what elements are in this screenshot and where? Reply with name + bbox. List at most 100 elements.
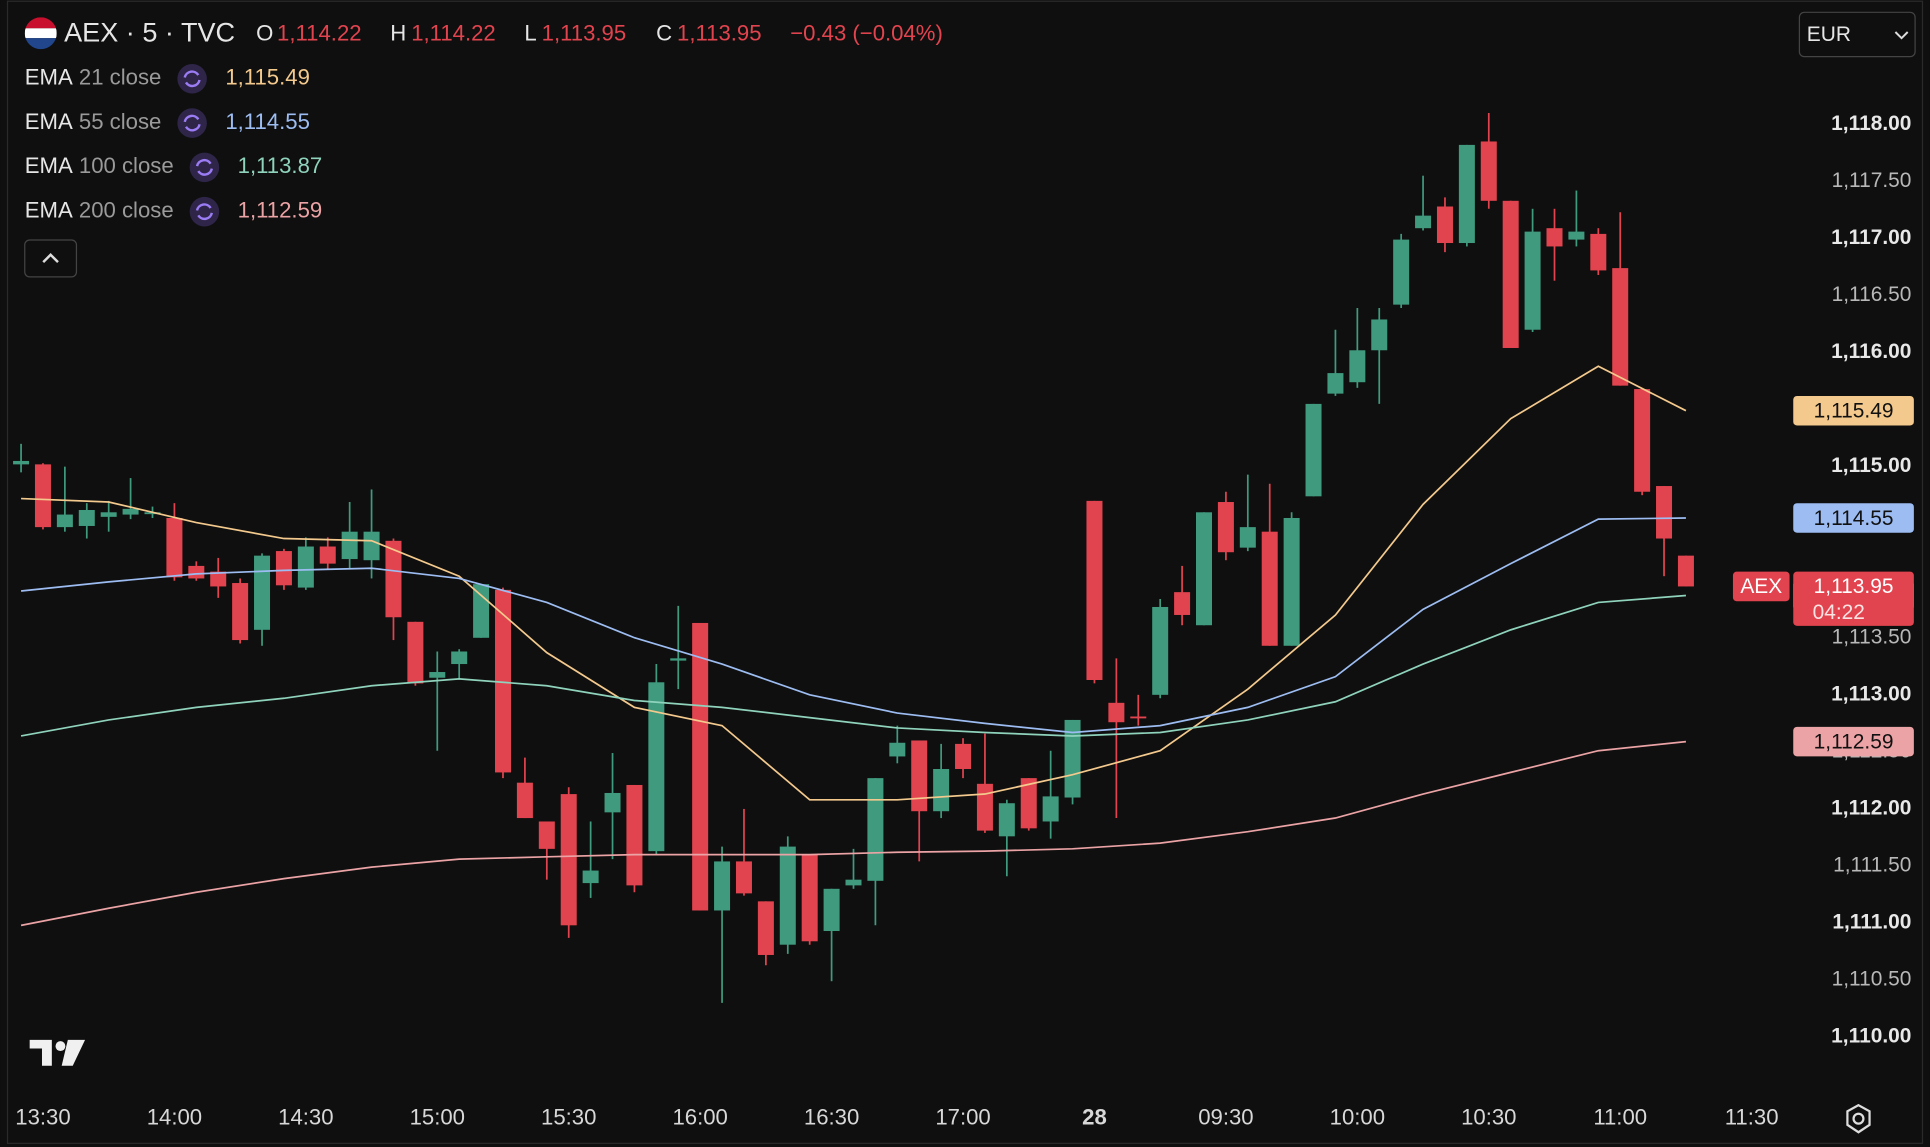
- price-box-label: 1,112.59: [1814, 730, 1894, 753]
- x-tick-label: 14:30: [278, 1105, 333, 1130]
- candle-body: [845, 879, 862, 886]
- y-tick-label: 1,110.00: [1831, 1025, 1911, 1048]
- candle-body: [341, 531, 358, 560]
- collapse-button[interactable]: [24, 239, 78, 278]
- legend-name: EMA: [25, 198, 73, 223]
- change: −0.43 (−0.04%): [790, 20, 943, 45]
- x-tick-label: 11:30: [1725, 1105, 1779, 1130]
- refresh-arrows: [195, 158, 214, 176]
- candle-body: [1305, 403, 1322, 497]
- x-tick-label: 11:00: [1593, 1105, 1647, 1130]
- candle-body: [1568, 231, 1585, 240]
- candle-body: [1042, 796, 1059, 822]
- candle-body: [670, 658, 687, 661]
- candles: [13, 112, 1694, 1003]
- countdown: 04:22: [1813, 601, 1865, 624]
- ema-lines: [20, 365, 1687, 927]
- candle-body: [1261, 531, 1278, 646]
- candle-body: [560, 794, 577, 926]
- candle-body: [648, 682, 665, 852]
- candle-body: [867, 778, 884, 881]
- candle-body: [538, 821, 555, 849]
- y-tick-label: 1,113.00: [1831, 682, 1911, 705]
- y-tick-label: 1,116.00: [1831, 340, 1911, 363]
- candle-body: [122, 508, 139, 515]
- candle-body: [757, 901, 774, 955]
- price-box: [1793, 503, 1914, 533]
- refresh-icon: [177, 108, 207, 138]
- y-tick-label: 1,118.00: [1831, 112, 1911, 135]
- candle-body: [34, 464, 51, 528]
- time-axis: 13:30 14:00 14:30 15:00 15:30 16:00 16:30 17:00…: [15, 1105, 1778, 1130]
- legend-value: 1,115.49: [225, 65, 310, 90]
- y-tick-label: 1,110.50: [1832, 968, 1912, 991]
- candle-body: [1546, 228, 1563, 247]
- candle-body: [1283, 517, 1300, 646]
- refresh-arrows: [183, 70, 201, 88]
- candle-body: [801, 854, 818, 942]
- ohlc-label: L: [524, 20, 536, 45]
- legend-value: 1,114.55: [225, 109, 310, 134]
- candle-body: [363, 531, 380, 561]
- x-tick-label: 10:30: [1461, 1105, 1516, 1130]
- legend-params: 100 close: [79, 153, 174, 178]
- candle-body: [1108, 702, 1125, 723]
- collapse-icon: [42, 253, 59, 264]
- candle-body: [254, 555, 271, 630]
- ema-line: [20, 594, 1687, 737]
- candle-body: [1590, 233, 1607, 271]
- candle-body: [1436, 206, 1453, 244]
- candle-body: [1656, 486, 1673, 539]
- refresh-icon: [177, 63, 207, 94]
- candle-body: [1634, 389, 1651, 492]
- legend-value: 1,112.59: [238, 198, 323, 223]
- candle-body: [823, 888, 840, 932]
- candle-body: [407, 621, 424, 684]
- candle-body: [1677, 555, 1694, 587]
- ohlc-value: 1,114.22: [277, 20, 362, 45]
- x-tick-label: 10:00: [1330, 1105, 1385, 1130]
- candle-body: [1612, 268, 1629, 386]
- candle-body: [495, 589, 511, 773]
- candle-body: [889, 742, 906, 757]
- legend-name: EMA: [25, 65, 73, 90]
- y-tick-label: 1,116.50: [1832, 283, 1912, 306]
- ohlc-value: 1,113.95: [542, 20, 627, 45]
- symbol-tag-box: [1732, 571, 1790, 602]
- price-box: [1793, 395, 1914, 426]
- ohlc-label: H: [390, 20, 406, 45]
- refresh-arrows: [195, 203, 214, 221]
- flag: [24, 17, 57, 50]
- x-tick-label: 17:00: [935, 1105, 990, 1130]
- candle-body: [692, 622, 709, 911]
- candle-body: [1152, 606, 1169, 695]
- candle-body: [1174, 592, 1191, 615]
- x-tick-label: 16:00: [672, 1105, 727, 1130]
- y-tick-label: 1,113.50: [1832, 625, 1912, 648]
- dropdown-icon: [1894, 31, 1909, 40]
- candle-body: [385, 540, 402, 618]
- candle-body: [955, 743, 972, 769]
- symbol[interactable]: AEX · 5 · TVC: [64, 17, 235, 48]
- y-tick-label: 1,111.00: [1832, 911, 1911, 934]
- candle-body: [1086, 500, 1103, 681]
- candle-body: [232, 583, 249, 641]
- legend-params: 200 close: [79, 198, 174, 223]
- candle-body: [1239, 527, 1256, 548]
- currency-button[interactable]: [1798, 11, 1916, 58]
- candle-body: [998, 803, 1015, 837]
- candle-body: [1458, 144, 1475, 244]
- candle-body: [100, 512, 117, 517]
- y-tick-label: 1,117.50: [1832, 169, 1912, 192]
- last-price-box: [1793, 571, 1914, 626]
- y-tick-label: 1,115.00: [1831, 454, 1911, 477]
- symbol-tag: AEX: [1740, 575, 1782, 598]
- settings-icon[interactable]: [1846, 1103, 1871, 1134]
- candle-body: [1130, 716, 1147, 719]
- ohlc-label: O: [256, 20, 273, 45]
- candle-body: [56, 514, 73, 528]
- price-labels: 1,115.491,114.551,113.871,112.59AEX1,113…: [1732, 395, 1914, 757]
- y-tick-label: 1,112.00: [1831, 796, 1911, 819]
- candle-body: [429, 672, 446, 678]
